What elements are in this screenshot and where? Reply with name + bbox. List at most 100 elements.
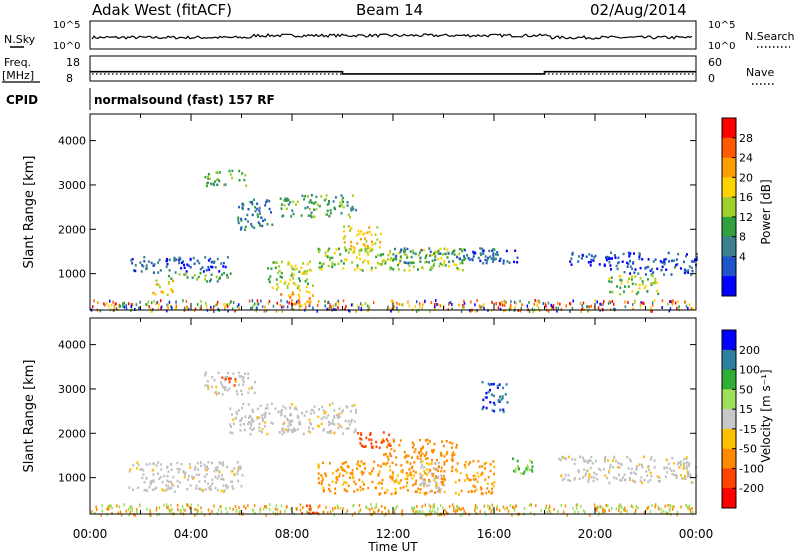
data-cell bbox=[343, 241, 346, 244]
search-noise-label: N.Search bbox=[745, 30, 795, 43]
data-cell bbox=[155, 279, 158, 282]
data-cell bbox=[423, 480, 426, 484]
data-cell bbox=[215, 469, 218, 472]
data-cell bbox=[170, 468, 173, 471]
data-cell bbox=[256, 416, 259, 419]
data-cell bbox=[241, 406, 243, 410]
data-speckle bbox=[463, 299, 465, 303]
data-cell bbox=[314, 201, 317, 204]
colorbar-tick-label: 24 bbox=[739, 152, 753, 165]
data-cell bbox=[498, 383, 501, 386]
data-cell bbox=[293, 302, 296, 306]
data-cell bbox=[216, 488, 219, 492]
data-cell bbox=[236, 472, 239, 476]
data-speckle bbox=[463, 301, 466, 305]
data-cell bbox=[175, 258, 178, 261]
data-cell bbox=[421, 476, 423, 479]
data-cell bbox=[589, 459, 592, 463]
data-cell bbox=[253, 198, 255, 201]
data-cell bbox=[318, 248, 321, 252]
data-speckle bbox=[377, 509, 379, 513]
data-cell bbox=[411, 476, 414, 480]
data-cell bbox=[371, 470, 373, 473]
data-cell bbox=[148, 486, 151, 489]
data-cell bbox=[388, 465, 391, 468]
data-cell bbox=[513, 260, 516, 264]
data-cell bbox=[394, 492, 397, 495]
data-cell bbox=[331, 261, 334, 265]
data-speckle bbox=[519, 299, 521, 303]
data-cell bbox=[166, 474, 169, 478]
data-cell bbox=[286, 197, 289, 200]
data-speckle bbox=[445, 510, 447, 514]
data-cell bbox=[433, 250, 436, 254]
data-cell bbox=[569, 479, 572, 482]
data-speckle bbox=[327, 301, 329, 305]
data-cell bbox=[168, 269, 171, 272]
data-cell bbox=[292, 277, 295, 280]
data-cell bbox=[434, 255, 437, 258]
data-cell bbox=[386, 445, 388, 449]
data-cell bbox=[217, 474, 220, 478]
data-cell bbox=[313, 511, 316, 515]
data-cell bbox=[251, 408, 254, 412]
data-cell bbox=[323, 412, 326, 415]
data-cell bbox=[592, 259, 595, 262]
colorbar-segment bbox=[722, 118, 736, 139]
data-speckle bbox=[560, 503, 562, 507]
data-cell bbox=[414, 490, 417, 493]
data-cell bbox=[207, 385, 210, 389]
data-cell bbox=[359, 257, 362, 261]
data-speckle bbox=[119, 510, 122, 514]
data-cell bbox=[431, 253, 434, 257]
data-cell bbox=[244, 174, 247, 177]
data-cell bbox=[377, 482, 380, 485]
data-cell bbox=[307, 214, 310, 217]
data-cell bbox=[217, 371, 220, 374]
data-cell bbox=[318, 261, 321, 265]
data-cell bbox=[247, 372, 250, 375]
data-cell bbox=[342, 200, 344, 204]
data-cell bbox=[310, 215, 313, 219]
data-cell bbox=[322, 409, 325, 412]
data-cell bbox=[497, 400, 500, 403]
data-cell bbox=[297, 284, 300, 288]
freq-label: Freq. bbox=[4, 56, 31, 69]
data-cell bbox=[318, 266, 321, 269]
data-speckle bbox=[552, 304, 555, 308]
data-cell bbox=[382, 431, 385, 434]
data-cell bbox=[320, 195, 323, 198]
data-cell bbox=[183, 476, 186, 479]
data-speckle bbox=[513, 506, 516, 510]
data-cell bbox=[249, 427, 252, 430]
data-speckle bbox=[660, 507, 662, 511]
data-cell bbox=[413, 461, 416, 464]
data-speckle bbox=[123, 305, 126, 309]
data-cell bbox=[516, 459, 519, 463]
colorbar-segment bbox=[722, 389, 736, 410]
data-cell bbox=[244, 228, 246, 232]
data-speckle bbox=[234, 309, 236, 313]
data-cell bbox=[587, 459, 590, 462]
data-cell bbox=[419, 483, 422, 486]
data-cell bbox=[343, 481, 346, 484]
data-cell bbox=[474, 251, 476, 255]
data-cell bbox=[437, 469, 439, 473]
data-speckle bbox=[332, 507, 334, 511]
data-cell bbox=[331, 422, 334, 425]
data-cell bbox=[145, 476, 148, 480]
data-speckle bbox=[590, 304, 592, 308]
data-speckle bbox=[691, 506, 693, 510]
data-cell bbox=[467, 256, 470, 260]
data-cell bbox=[608, 261, 611, 264]
data-cell bbox=[378, 481, 381, 485]
data-cell bbox=[436, 467, 439, 470]
data-speckle bbox=[231, 307, 234, 311]
data-cell bbox=[437, 461, 440, 465]
data-cell bbox=[227, 371, 230, 375]
data-cell bbox=[264, 204, 267, 207]
data-speckle bbox=[148, 305, 150, 309]
data-cell bbox=[302, 272, 305, 275]
data-cell bbox=[421, 482, 424, 485]
colorbar-segment bbox=[722, 409, 736, 430]
